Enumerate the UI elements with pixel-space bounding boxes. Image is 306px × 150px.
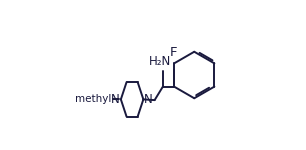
Text: F: F: [170, 46, 177, 59]
Text: N: N: [144, 93, 153, 106]
Text: N: N: [111, 93, 120, 106]
Text: H₂N: H₂N: [148, 55, 171, 68]
Text: methyl: methyl: [75, 94, 111, 104]
